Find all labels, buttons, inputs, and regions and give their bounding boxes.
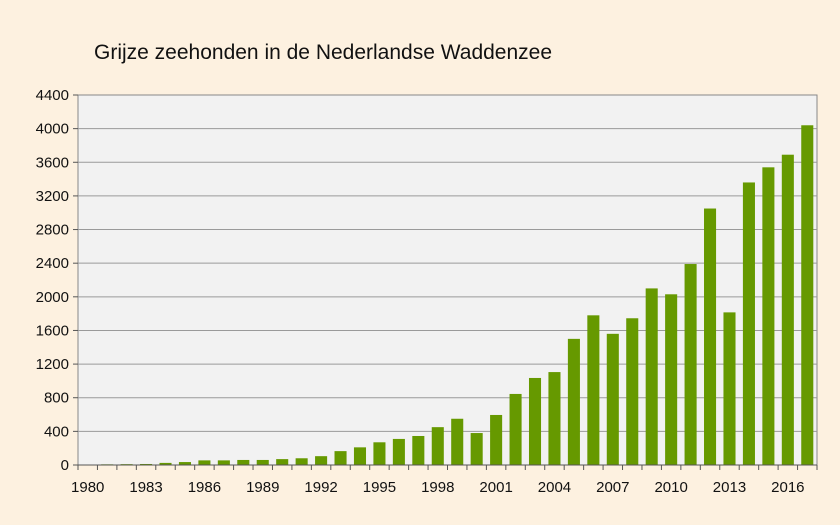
bar-2003 bbox=[528, 377, 542, 465]
bar-2001 bbox=[490, 414, 503, 465]
x-tick-label: 2007 bbox=[596, 479, 629, 496]
x-tick-label: 2016 bbox=[771, 479, 804, 496]
x-axis: 1980 1983 1986 1989 1992 1995 1998 2001 2004 2007… bbox=[71, 464, 818, 496]
bar-2015 bbox=[762, 167, 775, 465]
bars bbox=[81, 125, 814, 466]
bar-1986 bbox=[198, 460, 211, 465]
bar-2014 bbox=[742, 182, 755, 466]
bar-1989 bbox=[256, 459, 269, 465]
y-tick-label: 3200 bbox=[36, 188, 69, 205]
bar-2004 bbox=[548, 372, 561, 465]
y-tick-label: 2000 bbox=[36, 289, 69, 306]
x-tick-label: 2013 bbox=[713, 479, 746, 496]
bar-2006 bbox=[587, 315, 600, 465]
bar-1994 bbox=[353, 447, 367, 465]
x-tick-label: 1986 bbox=[188, 479, 221, 496]
x-tick-label: 1983 bbox=[129, 479, 162, 496]
chart-title: Grijze zeehonden in de Nederlandse Wadde… bbox=[94, 41, 552, 64]
bar-1985 bbox=[178, 462, 191, 465]
bar-1988 bbox=[237, 459, 250, 465]
bar-1992 bbox=[315, 456, 328, 465]
y-tick-label: 2400 bbox=[36, 255, 69, 272]
x-tick-label: 2001 bbox=[479, 479, 512, 496]
x-tick-label: 1998 bbox=[421, 479, 454, 496]
bar-2017 bbox=[801, 125, 814, 465]
bar-1998 bbox=[431, 427, 444, 465]
y-tick-label: 0 bbox=[61, 457, 69, 474]
y-axis: 0 400 800 1200 1600 2000 2400 2800 3200 3600 4000 4… bbox=[36, 87, 78, 474]
bar-2008 bbox=[626, 318, 639, 465]
bar-1999 bbox=[451, 418, 464, 465]
bar-2013 bbox=[723, 312, 736, 465]
x-tick-label: 1980 bbox=[71, 479, 104, 496]
bar-2016 bbox=[781, 154, 794, 466]
bar-1997 bbox=[412, 435, 425, 465]
y-tick-label: 800 bbox=[44, 390, 69, 407]
bar-2012 bbox=[704, 208, 717, 466]
bar-2000 bbox=[470, 433, 483, 465]
bar-1995 bbox=[373, 442, 386, 465]
x-tick-label: 1995 bbox=[363, 479, 396, 496]
y-tick-label: 1600 bbox=[36, 322, 69, 339]
x-tick-label: 1989 bbox=[246, 479, 279, 496]
y-tick-label: 400 bbox=[44, 423, 69, 440]
x-tick-label: 1992 bbox=[304, 479, 337, 496]
y-tick-label: 3600 bbox=[36, 154, 69, 171]
bar-1990 bbox=[276, 459, 289, 465]
bar-1983 bbox=[140, 463, 153, 465]
bar-2010 bbox=[665, 294, 678, 465]
bar-1993 bbox=[334, 451, 347, 465]
x-tick-label: 2010 bbox=[654, 479, 687, 496]
bar-2002 bbox=[509, 393, 522, 465]
bar-1984 bbox=[159, 462, 172, 465]
x-tick-label: 2004 bbox=[538, 479, 571, 496]
y-tick-label: 1200 bbox=[36, 356, 69, 373]
bar-1991 bbox=[295, 458, 308, 465]
bar-2007 bbox=[606, 333, 619, 465]
bar-2005 bbox=[567, 338, 580, 465]
y-tick-label: 4400 bbox=[36, 87, 69, 104]
bar-1987 bbox=[217, 460, 230, 465]
y-tick-label: 2800 bbox=[36, 222, 69, 239]
bar-2009 bbox=[645, 288, 658, 465]
bar-2011 bbox=[684, 264, 697, 465]
y-tick-label: 4000 bbox=[36, 121, 69, 138]
bar-1996 bbox=[392, 438, 405, 465]
